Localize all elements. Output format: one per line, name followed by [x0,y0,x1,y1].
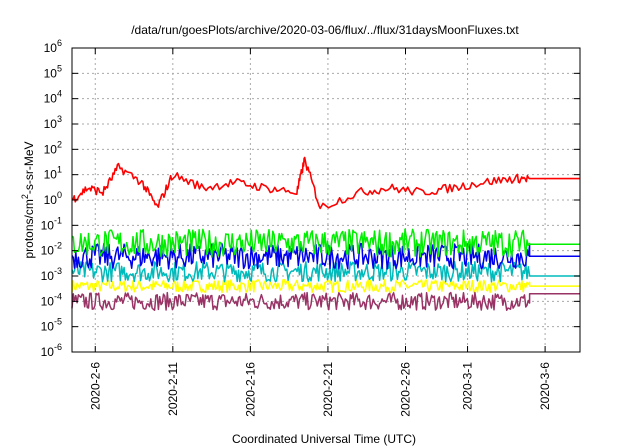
y-tick-label: 10-2 [41,241,62,258]
y-tick-label: 103 [44,114,62,131]
y-tick-label: 102 [44,139,62,156]
series-line [71,228,580,258]
y-tick-label: 10-5 [41,317,62,334]
x-tick-label: 2020-2-6 [88,362,102,410]
x-tick-label: 2020-2-21 [321,362,335,417]
series-layer [71,156,580,311]
y-tick-label: 101 [44,165,62,182]
y-axis-label: protons/cm2-s-sr-MeV [20,141,36,258]
chart-title: /data/run/goesPlots/archive/2020-03-06/f… [131,23,519,37]
y-tick-label: 106 [44,38,62,55]
y-tick-label: 10-3 [41,266,62,283]
series-line [71,291,580,311]
x-axis-label: Coordinated Universal Time (UTC) [232,432,416,446]
series-line [71,279,580,294]
y-tick-label: 104 [44,89,62,106]
x-tick-label: 2020-2-26 [398,362,412,417]
y-tick-label: 10-4 [41,291,62,308]
y-tick-label: 10-1 [41,215,62,232]
series-line [71,260,580,283]
y-tick-label: 105 [44,63,62,80]
y-tick-label: 10-6 [41,342,62,359]
x-tick-label: 2020-3-6 [538,362,552,410]
x-tick-label: 2020-2-11 [166,362,180,416]
x-tick-label: 2020-2-16 [243,362,257,417]
grid [72,48,580,352]
x-tick-label: 2020-3-1 [461,362,475,410]
y-tick-label: 100 [44,190,62,207]
series-line [71,156,580,210]
ticks: 10-6 10-5 10-4 10-3 10-2 10-1 100 101 102 103 104 1… [41,38,580,417]
